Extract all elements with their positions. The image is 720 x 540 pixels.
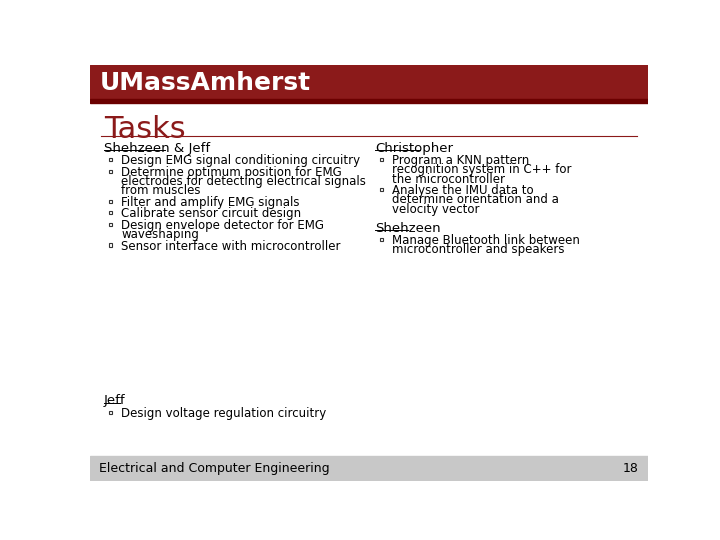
- Text: Christopher: Christopher: [375, 142, 453, 155]
- Bar: [109, 410, 112, 414]
- Text: from muscles: from muscles: [121, 184, 200, 197]
- Text: Design envelope detector for EMG: Design envelope detector for EMG: [121, 219, 324, 232]
- Text: Manage Bluetooth link between: Manage Bluetooth link between: [392, 234, 580, 247]
- Text: the microcontroller: the microcontroller: [392, 173, 505, 186]
- Text: Jeff: Jeff: [104, 394, 125, 407]
- Text: Calibrate sensor circuit design: Calibrate sensor circuit design: [121, 207, 301, 220]
- Text: waveshaping: waveshaping: [121, 228, 199, 241]
- Text: Analyse the IMU data to: Analyse the IMU data to: [392, 184, 534, 197]
- Bar: [109, 170, 112, 173]
- Bar: [90, 65, 648, 99]
- Text: Electrical and Computer Engineering: Electrical and Computer Engineering: [99, 462, 330, 475]
- Bar: [380, 188, 383, 191]
- Text: Program a KNN pattern: Program a KNN pattern: [392, 154, 529, 167]
- Bar: [90, 99, 648, 103]
- Text: UMassAmherst: UMassAmherst: [99, 71, 310, 94]
- Text: Filter and amplify EMG signals: Filter and amplify EMG signals: [121, 195, 300, 208]
- Bar: [109, 244, 112, 247]
- Text: Tasks: Tasks: [104, 115, 186, 144]
- Bar: [380, 158, 383, 161]
- Bar: [90, 456, 648, 481]
- Text: 18: 18: [623, 462, 639, 475]
- Text: Design voltage regulation circuitry: Design voltage regulation circuitry: [121, 407, 326, 420]
- Text: Design EMG signal conditioning circuitry: Design EMG signal conditioning circuitry: [121, 154, 360, 167]
- Bar: [109, 211, 112, 214]
- Bar: [109, 158, 112, 161]
- Bar: [109, 222, 112, 226]
- Text: recognition system in C++ for: recognition system in C++ for: [392, 164, 572, 177]
- Text: Determine optimum position for EMG: Determine optimum position for EMG: [121, 166, 342, 179]
- Text: microcontroller and speakers: microcontroller and speakers: [392, 244, 564, 256]
- Text: Sensor interface with microcontroller: Sensor interface with microcontroller: [121, 240, 341, 253]
- Text: Shehzeen: Shehzeen: [375, 222, 441, 235]
- Bar: [109, 200, 112, 202]
- Text: determine orientation and a: determine orientation and a: [392, 193, 559, 206]
- Bar: [380, 238, 383, 241]
- Text: Shehzeen & Jeff: Shehzeen & Jeff: [104, 142, 210, 155]
- Text: electrodes for detecting electrical signals: electrodes for detecting electrical sign…: [121, 175, 366, 188]
- Text: velocity vector: velocity vector: [392, 202, 480, 215]
